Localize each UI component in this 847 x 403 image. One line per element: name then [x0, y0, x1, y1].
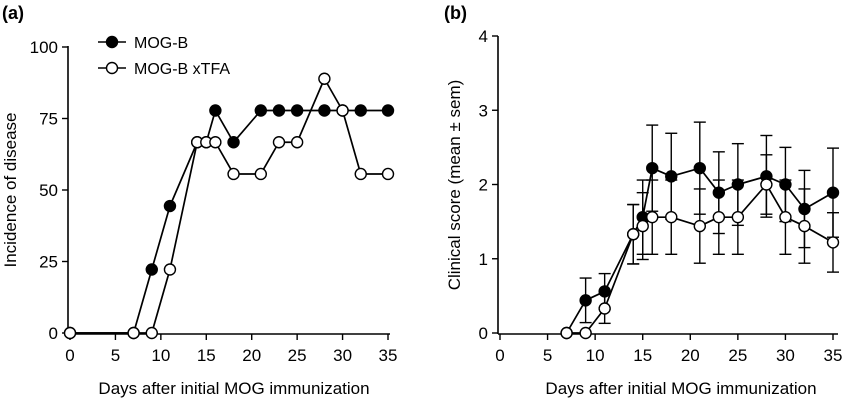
panel-b-y-tick-label: 4 [479, 27, 488, 46]
panel-a-x-tick-label: 20 [242, 346, 261, 365]
panel-a-series-mog-b-xtfa-point [319, 73, 330, 84]
panel-b-series-mog-b-xtfa-point [799, 221, 810, 232]
panel-a-incidence-chart: (a) Incidence of disease Days after init… [1, 3, 397, 398]
legend: MOG-B MOG-B xTFA [98, 35, 230, 78]
filled-circle-marker-icon [107, 37, 118, 48]
panel-a-y-axis-label: Incidence of disease [1, 113, 20, 268]
panel-b-x-tick-label: 30 [776, 346, 795, 365]
panel-b-y-tick-label: 0 [479, 324, 488, 343]
panel-a-series-mog-b-point [210, 105, 221, 116]
panel-a-y-tick-label: 50 [39, 181, 58, 200]
panel-b-series-mog-b-xtfa-point [713, 212, 724, 223]
panel-a-series-mog-b-xtfa-point [383, 168, 394, 179]
legend-label: MOG-B xTFA [134, 61, 230, 78]
panel-a-series-mog-b-xtfa-point [128, 328, 139, 339]
panel-a-series-mog-b-xtfa-point [273, 137, 284, 148]
panel-a-x-tick-label: 15 [197, 346, 216, 365]
panel-a-y-tick-label: 25 [39, 253, 58, 272]
panel-a-series-mog-b-xtfa-point [164, 264, 175, 275]
panel-a-series-mog-b-xtfa-point [292, 137, 303, 148]
panel-b-label: (b) [444, 3, 467, 23]
panel-b-y-tick-label: 3 [479, 101, 488, 120]
panel-a-series-mog-b-point [273, 105, 284, 116]
panel-a-data-marks [65, 73, 394, 338]
panel-a-series-mog-b-xtfa-point [337, 105, 348, 116]
panel-a-x-tick-label: 10 [151, 346, 170, 365]
panel-b-series-mog-b-xtfa-point [628, 229, 639, 240]
panel-b-x-tick-label: 25 [728, 346, 747, 365]
panel-a-series-mog-b-point [383, 105, 394, 116]
panel-a-series-mog-b-xtfa-line [70, 79, 388, 333]
legend-item-mog-b-xtfa: MOG-B xTFA [98, 61, 230, 78]
panel-a-series-mog-b-point [292, 105, 303, 116]
panel-a-series-mog-b-point [255, 105, 266, 116]
panel-b-x-tick-label: 5 [543, 346, 552, 365]
panel-b-series-mog-b-xtfa-point [780, 212, 791, 223]
panel-b-series-mog-b-xtfa-point [732, 212, 743, 223]
panel-b-series-mog-b-point [580, 295, 591, 306]
panel-b-series-mog-b-xtfa-point [828, 237, 839, 248]
panel-a-x-tick-label: 0 [65, 346, 74, 365]
panel-a-series-mog-b-xtfa-point [255, 168, 266, 179]
panel-b-series-mog-b-xtfa-point [647, 212, 658, 223]
panel-b-series-mog-b-xtfa-point [580, 328, 591, 339]
legend-label: MOG-B [134, 35, 188, 52]
panel-a-series-mog-b-point [228, 137, 239, 148]
panel-a-label: (a) [2, 3, 24, 23]
panel-a-series-mog-b-xtfa-point [210, 137, 221, 148]
panel-a-series-mog-b-xtfa-point [65, 328, 76, 339]
panel-a-y-tick-label: 75 [39, 110, 58, 129]
panel-a-x-tick-label: 5 [111, 346, 120, 365]
panel-b-x-axis-label: Days after initial MOG immunization [545, 379, 816, 398]
panel-a-x-axis-label: Days after initial MOG immunization [98, 379, 369, 398]
panel-a-series-mog-b-point [319, 105, 330, 116]
panel-a-ticks: 0 5 10 15 20 25 30 35 0 25 50 75 100 [30, 38, 398, 365]
open-circle-marker-icon [107, 63, 118, 74]
panel-a-series-mog-b-point [164, 201, 175, 212]
panel-b-series-mog-b-xtfa-point [694, 221, 705, 232]
panel-b-series-mog-b-xtfa-point [599, 303, 610, 314]
panel-b-x-tick-label: 0 [495, 346, 504, 365]
panel-a-x-tick-label: 30 [333, 346, 352, 365]
panel-b-x-tick-label: 35 [824, 346, 843, 365]
panel-a-series-mog-b-point [146, 264, 157, 275]
panel-b-x-tick-label: 20 [681, 346, 700, 365]
panel-b-y-axis-label: Clinical score (mean ± sem) [445, 80, 464, 291]
panel-a-series-mog-b-xtfa-point [355, 168, 366, 179]
panel-a-series-mog-b-point [355, 105, 366, 116]
panel-b-series-mog-b-xtfa-point [637, 221, 648, 232]
panel-b-x-tick-label: 10 [586, 346, 605, 365]
panel-b-ticks: 0 5 10 15 20 25 30 35 0 1 2 3 4 [479, 27, 843, 365]
panel-a-series-mog-b-xtfa-point [146, 328, 157, 339]
panel-a-series-mog-b-xtfa-point [228, 168, 239, 179]
legend-item-mog-b: MOG-B [98, 35, 188, 52]
panel-a-y-tick-label: 0 [49, 324, 58, 343]
panel-a-x-tick-label: 25 [288, 346, 307, 365]
panel-b-series-mog-b-point [828, 187, 839, 198]
panel-b-data-marks [561, 122, 839, 338]
panel-a-y-tick-label: 100 [30, 38, 58, 57]
panel-a-x-tick-label: 35 [379, 346, 398, 365]
panel-b-y-tick-label: 1 [479, 250, 488, 269]
panel-b-series-mog-b-xtfa-point [666, 212, 677, 223]
panel-b-series-mog-b-point [694, 163, 705, 174]
figure: (a) Incidence of disease Days after init… [0, 0, 847, 403]
panel-b-y-tick-label: 2 [479, 176, 488, 195]
panel-b-series-mog-b-point [647, 163, 658, 174]
panel-b-series-mog-b-xtfa-point [561, 328, 572, 339]
panel-b-series-mog-b-xtfa-point [761, 179, 772, 190]
panel-b-clinical-score-chart: (b) Clinical score (mean ± sem) Days aft… [444, 3, 842, 398]
panel-b-x-tick-label: 15 [633, 346, 652, 365]
